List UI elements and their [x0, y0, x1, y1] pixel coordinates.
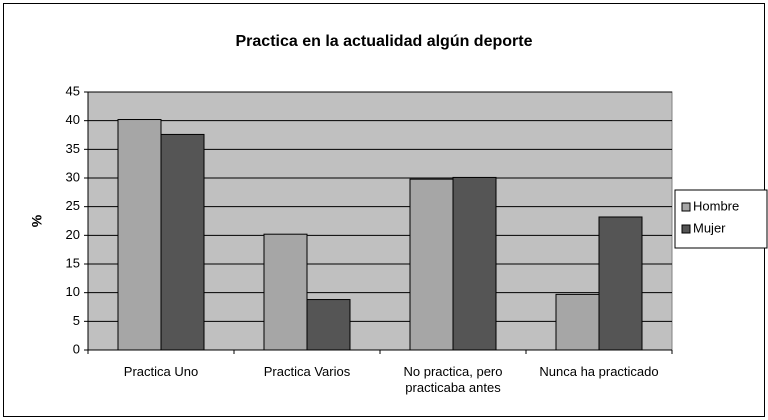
legend-label: Hombre	[693, 198, 739, 213]
bar	[160, 133, 205, 351]
y-tick-label: 25	[66, 198, 80, 213]
bar	[409, 178, 454, 351]
y-tick-label: 20	[66, 227, 80, 242]
legend-swatch	[681, 224, 691, 234]
chart-title: Practica en la actualidad algún deporte	[236, 33, 533, 50]
y-tick-label: 30	[66, 169, 80, 184]
bar	[555, 293, 600, 351]
x-tick-label: Practica Varios	[263, 364, 351, 379]
bar	[598, 216, 643, 351]
bar	[452, 176, 497, 351]
bar	[306, 299, 351, 351]
y-tick-label: 40	[66, 112, 80, 127]
x-tick-label: No practica, pero practicaba antes	[403, 364, 503, 395]
x-tick-label: Practica Uno	[123, 364, 199, 379]
legend-swatch	[681, 202, 691, 212]
y-tick-label: 10	[66, 284, 80, 299]
y-tick-label: 0	[73, 341, 80, 356]
y-tick-label: 15	[66, 255, 80, 270]
y-tick-label: 5	[73, 313, 80, 328]
y-axis-label: %	[29, 214, 45, 227]
y-tick-label: 45	[66, 83, 80, 98]
legend-label: Mujer	[693, 220, 726, 235]
x-tick-label: Nunca ha practicado	[539, 364, 659, 379]
bar	[263, 233, 308, 351]
y-tick-label: 35	[66, 141, 80, 156]
legend-box	[674, 189, 768, 249]
bar	[117, 119, 162, 351]
